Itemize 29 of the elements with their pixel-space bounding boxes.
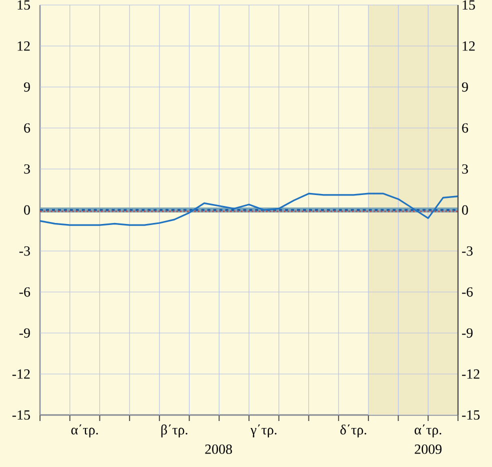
text: 2008 <box>205 444 232 454</box>
y-tick-label: -9 <box>19 328 30 338</box>
y2-tick-label: -9 <box>462 328 473 338</box>
y2-tick-label: -3 <box>462 246 473 256</box>
y-tick-label: 0 <box>24 205 30 215</box>
y2-tick-label: 6 <box>462 123 468 133</box>
y-tick-label: -12 <box>12 369 30 379</box>
y-tick-label: -15 <box>12 410 30 420</box>
y2-tick-label: -6 <box>462 287 473 297</box>
y2-tick-label: 0 <box>462 205 468 215</box>
y2-tick-label: 15 <box>462 0 475 10</box>
y-tick-label: 12 <box>18 41 30 51</box>
y-tick-label: 6 <box>24 123 30 133</box>
text: 2009 <box>414 444 442 454</box>
x-tick-label: α΄τρ. <box>414 424 442 438</box>
y2-tick-label: 3 <box>462 164 468 174</box>
x-tick-label: γ΄τρ. <box>250 424 276 438</box>
y-tick-label: 9 <box>24 82 30 92</box>
x-tick-label: β΄τρ. <box>161 424 188 438</box>
y-tick-label: -3 <box>19 246 30 256</box>
x-tick-label: α΄τρ. <box>71 424 98 438</box>
y2-tick-label: -15 <box>462 410 480 420</box>
y-tick-label: 15 <box>18 0 30 10</box>
y2-tick-label: -12 <box>462 369 480 379</box>
y-tick-label: 3 <box>24 164 30 174</box>
x-tick-label: δ΄τρ. <box>340 424 366 438</box>
y2-tick-label: 12 <box>462 41 475 51</box>
y2-tick-label: 9 <box>462 82 468 92</box>
y-tick-label: -6 <box>19 287 30 297</box>
